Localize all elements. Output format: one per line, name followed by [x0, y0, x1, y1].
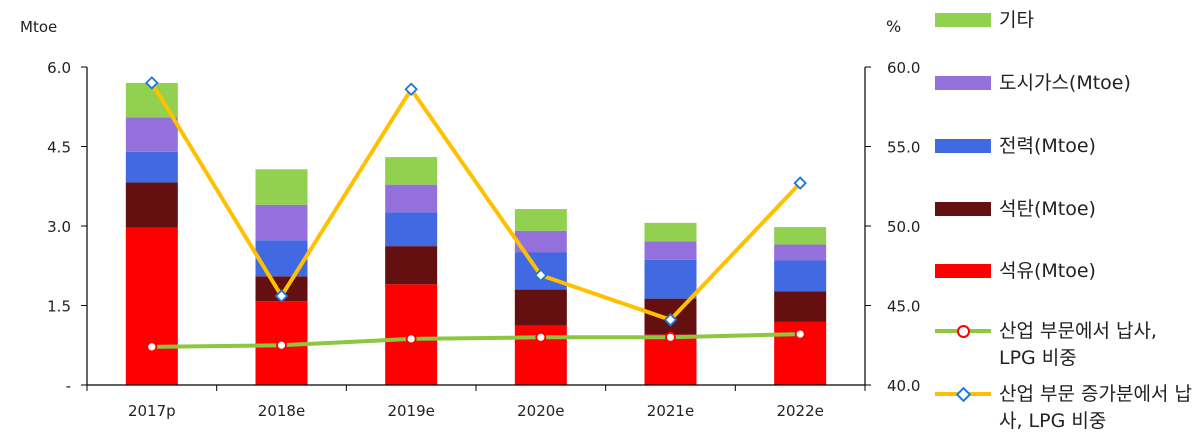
x-tick-label-2018e: 2018e [258, 402, 305, 420]
legend-item-coal: 석탄(Mtoe) [935, 196, 1096, 223]
bar-segment-4-2020e [514, 209, 567, 231]
bar-segment-2-2018e [255, 240, 308, 277]
tick-label-left-3: 4.5 [47, 139, 71, 157]
tick-label-right-2: 50.0 [887, 218, 920, 236]
bar-segment-3-2017p [125, 117, 178, 152]
bar-segment-4-2018e [255, 169, 308, 205]
circle-marker-3 [535, 331, 547, 343]
tick-label-left-2: 3.0 [47, 218, 71, 236]
legend-swatch-etc [935, 13, 991, 27]
series-line-0 [151, 332, 801, 349]
circle-marker-icon [957, 325, 970, 338]
bar-segment-1-2017p [125, 182, 178, 228]
legend-label-coal: 석탄(Mtoe) [999, 198, 1096, 220]
bar-segment-3-2020e [514, 230, 567, 253]
x-tick-label-2017p: 2017p [128, 402, 176, 420]
legend-label-etc: 기타 [999, 9, 1034, 31]
bar-segment-0-2017p [125, 227, 178, 385]
circle-marker-4 [665, 331, 676, 343]
tick-label-left-4: 6.0 [47, 59, 71, 77]
circle-marker-5 [794, 328, 806, 340]
bar-segment-3-2022e [774, 244, 827, 261]
series-line-1 [150, 81, 802, 322]
bar-segment-3-2019e [385, 184, 438, 213]
bar-segment-2-2021e [644, 259, 697, 299]
x-tick-label-2021e: 2021e [647, 402, 694, 420]
legend-line-naphtha-increase-share [935, 381, 991, 407]
diamond-marker-3 [534, 268, 548, 283]
legend-item-naphtha-increase-share: 산업 부문 증가분에서 납사, LPG 비중 [935, 381, 1197, 435]
legend-label-city-gas: 도시가스(Mtoe) [999, 72, 1131, 94]
bars-layer [125, 82, 827, 385]
bar-segment-2-2017p [125, 151, 178, 183]
x-tick-label-2019e: 2019e [387, 402, 434, 420]
bar-segment-0-2021e [644, 334, 697, 385]
legend-item-city-gas: 도시가스(Mtoe) [935, 70, 1131, 97]
bar-segment-1-2022e [774, 291, 827, 322]
tick-label-left-1: 1.5 [47, 298, 71, 316]
circle-marker-1 [276, 339, 287, 351]
axes-layer: - 1.5 3.0 4.5 6.0 40.0 45.0 50.0 55.0 60.0 2017p 20… [20, 17, 920, 420]
legend-label-oil: 석유(Mtoe) [999, 260, 1096, 282]
diamond-marker-icon [955, 386, 972, 403]
legend-swatch-coal [935, 202, 991, 216]
legend-item-oil: 석유(Mtoe) [935, 258, 1096, 285]
x-tick-label-2022e: 2022e [776, 402, 823, 420]
legend-label-naphtha-share: 산업 부문에서 납사, LPG 비중 [999, 320, 1157, 369]
bar-segment-1-2020e [514, 289, 567, 326]
legend-item-electricity: 전력(Mtoe) [935, 133, 1096, 160]
legend-label-electricity: 전력(Mtoe) [999, 135, 1096, 157]
diamond-marker-1 [274, 289, 289, 303]
y-right-unit-label: % [886, 17, 901, 36]
legend-swatch-electricity [935, 139, 991, 153]
bar-segment-4-2022e [774, 227, 827, 245]
tick-label-right-3: 55.0 [887, 139, 920, 157]
legend-item-naphtha-share: 산업 부문에서 납사, LPG 비중 [935, 318, 1197, 372]
legend-swatch-oil [935, 264, 991, 278]
diamond-marker-4 [663, 313, 678, 327]
legend-swatch-city-gas [935, 76, 991, 90]
y-left-unit-label: Mtoe [20, 18, 57, 36]
legend-item-etc: 기타 [935, 7, 1034, 34]
legend-label-naphtha-increase-share: 산업 부문 증가분에서 납사, LPG 비중 [999, 383, 1192, 432]
tick-label-right-1: 45.0 [887, 298, 920, 316]
bar-segment-2-2019e [385, 212, 438, 247]
diamond-marker-2 [404, 82, 418, 97]
tick-label-right-0: 40.0 [887, 377, 920, 395]
circle-marker-0 [146, 341, 158, 353]
bar-segment-3-2021e [644, 241, 697, 260]
lines-layer [145, 76, 807, 353]
bar-segment-4-2019e [385, 157, 438, 185]
chart-canvas: - 1.5 3.0 4.5 6.0 40.0 45.0 50.0 55.0 60.0 2017p 20… [20, 17, 920, 420]
bar-segment-2-2022e [774, 260, 827, 292]
legend-line-naphtha-share [935, 318, 991, 344]
bar-segment-3-2018e [255, 204, 308, 241]
bar-segment-4-2021e [644, 222, 697, 242]
tick-label-right-4: 60.0 [887, 59, 920, 77]
tick-label-left-0: - [66, 377, 71, 395]
bar-segment-1-2019e [385, 246, 438, 285]
diamond-marker-0 [145, 76, 159, 90]
diamond-marker-5 [793, 176, 807, 190]
circle-marker-2 [405, 333, 417, 345]
x-tick-label-2020e: 2020e [517, 402, 564, 420]
